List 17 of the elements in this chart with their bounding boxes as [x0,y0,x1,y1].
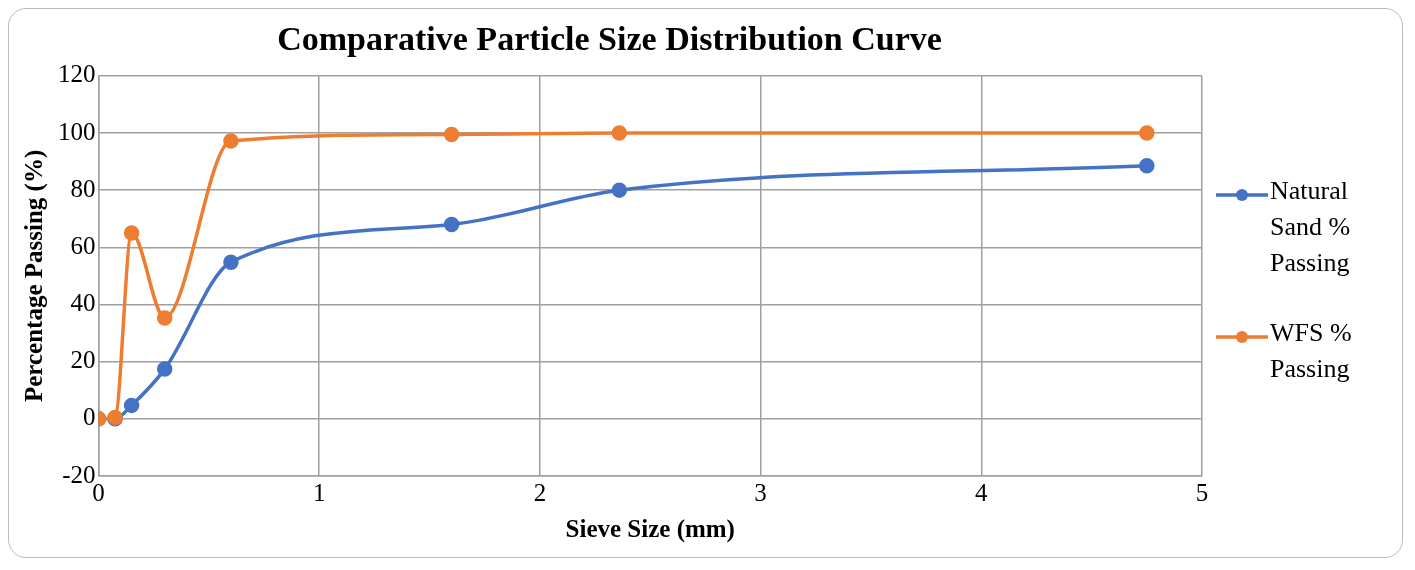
x-tick-label: 5 [1195,478,1209,506]
y-tick-label: 40 [70,289,96,317]
y-tick-label: 0 [83,403,96,431]
y-tick-label: 80 [70,174,96,202]
x-tick-label: 4 [975,478,989,506]
y-tick-label: 60 [70,231,96,259]
y-axis-title: Percentage Passing (%) [20,149,49,403]
x-tick-label: 2 [533,478,547,506]
y-tick-label: 20 [70,346,96,374]
y-tick-label: 100 [58,117,96,145]
legend-label: WFS % Passing [1270,317,1353,385]
x-tick-label: 3 [754,478,767,506]
x-axis-title: Sieve Size (mm) [565,515,735,544]
y-tick-label: 120 [58,60,96,88]
chart-title: Comparative Particle Size Distribution Curve [277,20,942,58]
x-tick-label: 1 [312,478,326,506]
legend-label: Natural Sand % Passing [1270,175,1352,279]
